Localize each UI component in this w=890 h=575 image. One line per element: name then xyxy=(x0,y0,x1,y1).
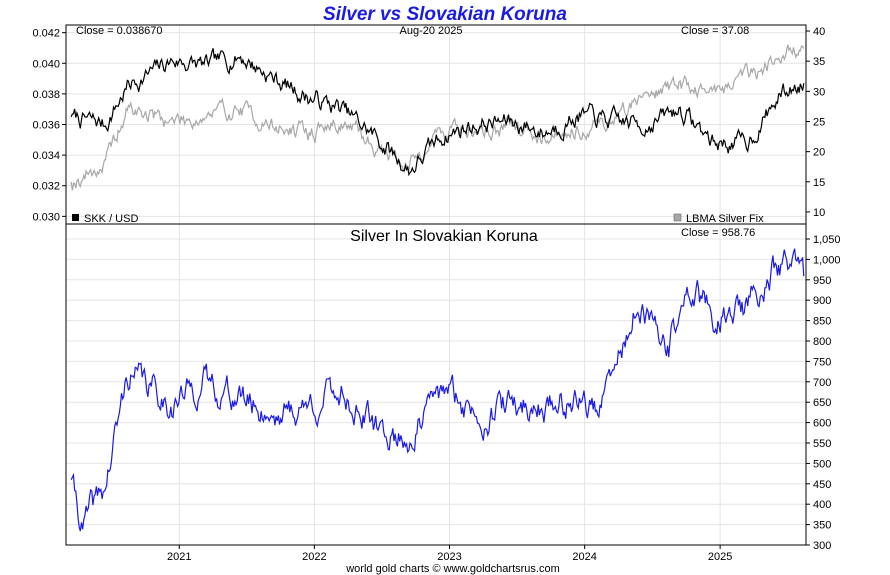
top-close-left: Close = 0.038670 xyxy=(76,25,163,37)
series-line-skk-usd xyxy=(70,48,805,177)
bottom-panel-frame xyxy=(65,223,807,546)
bottom-right-tick-label: 650 xyxy=(813,397,831,409)
top-left-tick-label: 0.040 xyxy=(32,58,60,70)
bottom-right-tick-label: 400 xyxy=(813,499,831,511)
bottom-subtitle: Silver In Slovakian Koruna xyxy=(350,228,538,245)
top-right-tick-label: 10 xyxy=(813,207,825,219)
x-tick-label: 2024 xyxy=(572,551,596,563)
bottom-right-tick-label: 500 xyxy=(813,458,831,470)
top-left-tick-label: 0.042 xyxy=(32,28,60,40)
bottom-right-tick-label: 700 xyxy=(813,377,831,389)
bottom-right-tick-label: 1,000 xyxy=(813,254,841,266)
top-right-tick-label: 20 xyxy=(813,147,825,159)
bottom-close: Close = 958.76 xyxy=(681,227,755,239)
x-tick-label: 2022 xyxy=(302,551,326,563)
top-left-tick-label: 0.034 xyxy=(32,150,60,162)
bottom-right-tick-label: 300 xyxy=(813,540,831,552)
series-line-silver-skk xyxy=(70,248,805,532)
top-left-tick-label: 0.032 xyxy=(32,181,60,193)
bottom-right-tick-label: 900 xyxy=(813,295,831,307)
bottom-right-tick-label: 350 xyxy=(813,520,831,532)
bottom-right-tick-label: 450 xyxy=(813,479,831,491)
chart-title: Silver vs Slovakian Koruna xyxy=(323,4,567,25)
bottom-right-tick-label: 750 xyxy=(813,356,831,368)
legend-label-lbma-silver-fix: LBMA Silver Fix xyxy=(686,213,764,225)
series-line-lbma-silver-fix xyxy=(70,44,805,191)
x-tick-label: 2023 xyxy=(437,551,461,563)
top-right-tick-label: 15 xyxy=(813,177,825,189)
top-left-tick-label: 0.038 xyxy=(32,89,60,101)
bottom-right-tick-label: 850 xyxy=(813,316,831,328)
legend-swatch-skk-usd xyxy=(72,214,79,221)
bottom-grid xyxy=(66,224,806,546)
bottom-right-tick-label: 550 xyxy=(813,438,831,450)
footer-credit: world gold charts © www.goldchartsrus.co… xyxy=(345,563,560,575)
top-left-tick-label: 0.030 xyxy=(32,211,60,223)
top-date: Aug-20 2025 xyxy=(400,25,463,37)
bottom-right-tick-label: 950 xyxy=(813,275,831,287)
legend-label-skk-usd: SKK / USD xyxy=(84,213,138,225)
top-close-right: Close = 37.08 xyxy=(681,25,749,37)
top-grid xyxy=(66,25,806,224)
x-axis: 2021 2022 2023 2024 2025 xyxy=(167,545,732,563)
bottom-right-tick-label: 600 xyxy=(813,418,831,430)
bottom-right-tick-label: 800 xyxy=(813,336,831,348)
top-right-tick-label: 40 xyxy=(813,26,825,38)
top-left-tick-label: 0.036 xyxy=(32,120,60,132)
legend-swatch-lbma-silver-fix xyxy=(673,213,682,222)
top-right-tick-label: 30 xyxy=(813,86,825,98)
x-tick-label: 2021 xyxy=(167,551,191,563)
bottom-right-tick-label: 1,050 xyxy=(813,234,841,246)
top-right-tick-label: 25 xyxy=(813,116,825,128)
top-left-axis: 0.030 0.032 0.034 0.036 0.038 0.040 0.042 xyxy=(32,28,66,223)
top-right-axis: 10 15 20 25 30 35 40 xyxy=(806,26,825,219)
top-right-tick-label: 35 xyxy=(813,56,825,68)
bottom-right-axis: 300 350 400 450 500 550 600 650 700 750 800 850 900 9… xyxy=(806,234,841,552)
x-tick-label: 2025 xyxy=(708,551,732,563)
